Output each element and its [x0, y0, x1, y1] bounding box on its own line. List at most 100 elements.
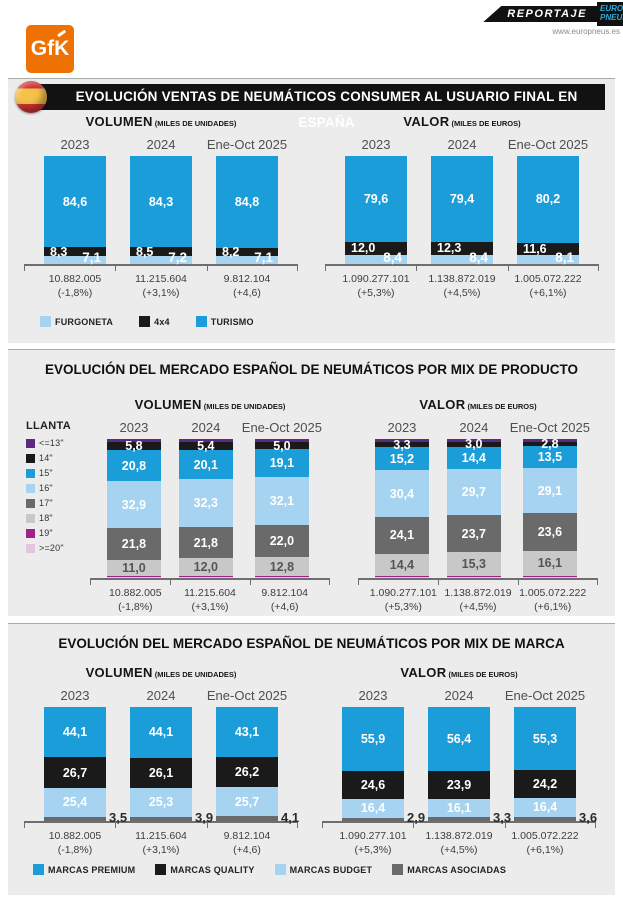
- bar-value-label: 7,2: [168, 250, 187, 266]
- bar-group-2024: 2024 84,3 8,5 7,2: [118, 137, 204, 266]
- chart-marca-valor: VALOR (MILES DE EUROS) 2023 55,9 24,6 16,4 2,…: [322, 664, 597, 857]
- bar-segment-marcas-asociadas: 2,9: [342, 810, 425, 825]
- axis-tick: [206, 823, 208, 828]
- chart-unit-text: (MILES DE EUROS): [446, 670, 518, 679]
- axis-tick: [115, 266, 117, 271]
- category-label: Ene-Oct 2025: [241, 420, 322, 435]
- bar-segment-20: [446, 577, 501, 578]
- bar-segment-17: 21,8: [106, 528, 161, 561]
- section-consumer: EVOLUCIÓN VENTAS DE NEUMÁTICOS CONSUMER …: [8, 78, 615, 343]
- bar-segment-turismo: 80,2: [517, 156, 579, 243]
- x-axis: [24, 821, 298, 829]
- legend-item-17: 17": [26, 498, 98, 508]
- bar-segment-marcas-budget: 25,4: [44, 787, 106, 817]
- total-cell: 10.882.005 (-1,8%): [32, 273, 118, 300]
- bars-row: 2023 5,8 20,8 32,9 21,8 11,0 2024 5,4 20,1 32,3 21…: [98, 420, 322, 579]
- legend-consumer: FURGONETA 4x4 TURISMO: [40, 316, 254, 327]
- bar-value-label: 55,3: [532, 731, 558, 746]
- axis-tick: [296, 266, 298, 271]
- growth-value: (+4,5%): [459, 600, 497, 613]
- bar-value-label: 43,1: [234, 724, 260, 739]
- bar-segment-turismo: 84,8: [216, 156, 278, 248]
- bar-segment-marcas-budget: 25,3: [130, 787, 192, 817]
- section-marca-title: EVOLUCIÓN DEL MERCADO ESPAÑOL DE NEUMÁTI…: [58, 636, 565, 651]
- chart-title: VOLUMEN (MILES DE UNIDADES): [32, 113, 290, 129]
- chart-title-text: VOLUMEN: [85, 114, 153, 129]
- bar-value-label: 14,4: [461, 450, 486, 465]
- total-cell: 1.138.872.019 (+4,5%): [419, 273, 505, 300]
- bar-value-label: 56,4: [446, 732, 472, 747]
- axis-tick: [517, 580, 519, 585]
- bar-segment-marcas-asociadas: 3,5: [44, 810, 127, 825]
- bar-value-label: 12,0: [193, 560, 218, 575]
- bar-value-label: 30,4: [389, 486, 415, 501]
- bar-segment-19: [374, 576, 429, 577]
- bar-value-label: 79,4: [449, 191, 475, 206]
- bar-value-label: 80,2: [535, 192, 561, 207]
- bar-segment-18: 11,0: [106, 560, 161, 577]
- legend-swatch: [26, 453, 35, 463]
- total-cell: 10.882.005 (-1,8%): [32, 830, 118, 857]
- legend-label: 16": [39, 483, 53, 493]
- bar-group-ene-oct-2025: Ene-Oct 2025 84,8 8,2 7,1: [204, 137, 290, 265]
- total-value: 10.882.005: [109, 587, 162, 599]
- category-label: 2024: [146, 137, 176, 152]
- bar-segment-marcas-asociadas: 4,1: [216, 810, 299, 825]
- bar-value-label: 3,3: [493, 809, 512, 825]
- total-value: 1.005.072.222: [514, 273, 582, 285]
- x-axis: [24, 264, 298, 272]
- axis-tick: [169, 580, 171, 585]
- bars-row: 2023 79,6 12,0 8,4 2024 79,4 12,3 8,4 Ene-Oct 20…: [333, 137, 591, 265]
- legend-item-4x4: 4x4: [139, 316, 170, 327]
- bar-segment-marcas-premium: 56,4: [428, 707, 490, 772]
- bar-value-label: 19,1: [269, 456, 295, 471]
- axis-tick: [90, 580, 91, 585]
- legend-item-marcas-premium: MARCAS PREMIUM: [33, 864, 135, 875]
- legend-swatch: [195, 316, 207, 327]
- chart-title-text: VALOR: [403, 114, 450, 129]
- bar-value-label: 12,0: [351, 241, 376, 256]
- growth-value: (+6,1%): [526, 843, 564, 856]
- bar-value-label: 29,7: [461, 485, 486, 500]
- total-value: 1.138.872.019: [444, 587, 512, 599]
- legend-item-19: 19": [26, 528, 98, 538]
- bar-group-2024: 2024 5,4 20,1 32,3 21,8 12,0: [170, 420, 242, 578]
- bar-group-2023: 2023 55,9 24,6 16,4 2,9: [330, 688, 425, 825]
- bar-group-2024: 2024 79,4 12,3 8,4: [419, 137, 505, 265]
- category-label: 2023: [358, 688, 388, 703]
- category-label: 2024: [459, 420, 489, 435]
- legend-label: 4x4: [154, 316, 170, 327]
- chart-unit-text: (MILES DE EUROS): [449, 119, 521, 128]
- chart-title-text: VALOR: [419, 397, 466, 412]
- legend-label: MARCAS QUALITY: [170, 864, 255, 875]
- legend-label: <=13": [39, 438, 64, 448]
- stacked-bar: 3,0 14,4 29,7 23,7 15,3: [446, 437, 501, 578]
- stacked-bar: 5,0 19,1 32,1 22,0 12,8: [254, 439, 309, 578]
- bar-segment-15: 14,4: [446, 446, 501, 470]
- chart-title: VALOR (MILES DE EUROS): [333, 113, 591, 129]
- total-cell: 1.090.277.101 (+5,3%): [366, 587, 441, 614]
- bar-value-label: 3,5: [109, 810, 128, 825]
- growth-value: (+6,1%): [529, 286, 567, 299]
- bar-segment-furgoneta: 7,1: [44, 250, 106, 265]
- axis-tick: [594, 823, 596, 828]
- bar-segment-15: 20,8: [106, 450, 161, 481]
- bar-segment-19: [106, 576, 161, 578]
- axis-tick: [358, 580, 359, 585]
- legend-swatch: [139, 316, 151, 327]
- section-marca: EVOLUCIÓN DEL MERCADO ESPAÑOL DE NEUMÁTI…: [8, 623, 615, 895]
- stacked-bar: 55,3 24,2 16,4 3,6: [514, 707, 597, 825]
- stacked-bar: 5,4 20,1 32,3 21,8 12,0: [178, 439, 233, 578]
- x-axis: [322, 821, 596, 829]
- bar-value-label: 26,1: [148, 765, 174, 780]
- bar-value-label: 29,1: [537, 483, 563, 498]
- bar-segment-marcas-quality: 24,2: [514, 770, 576, 799]
- bar-value-label: 26,2: [234, 764, 260, 779]
- axis-tick: [115, 823, 117, 828]
- stacked-bar: 56,4 23,9 16,1 3,3: [428, 707, 511, 825]
- bar-group-ene-oct-2025: Ene-Oct 2025 2,8 13,5 29,1 23,6 16,1: [510, 420, 590, 578]
- growth-value: (+3,1%): [191, 600, 229, 613]
- chart-unit-text: (MILES DE UNIDADES): [152, 670, 237, 679]
- bar-segment-14: 3,0: [446, 437, 501, 451]
- section-consumer-title: EVOLUCIÓN VENTAS DE NEUMÁTICOS CONSUMER …: [75, 89, 578, 130]
